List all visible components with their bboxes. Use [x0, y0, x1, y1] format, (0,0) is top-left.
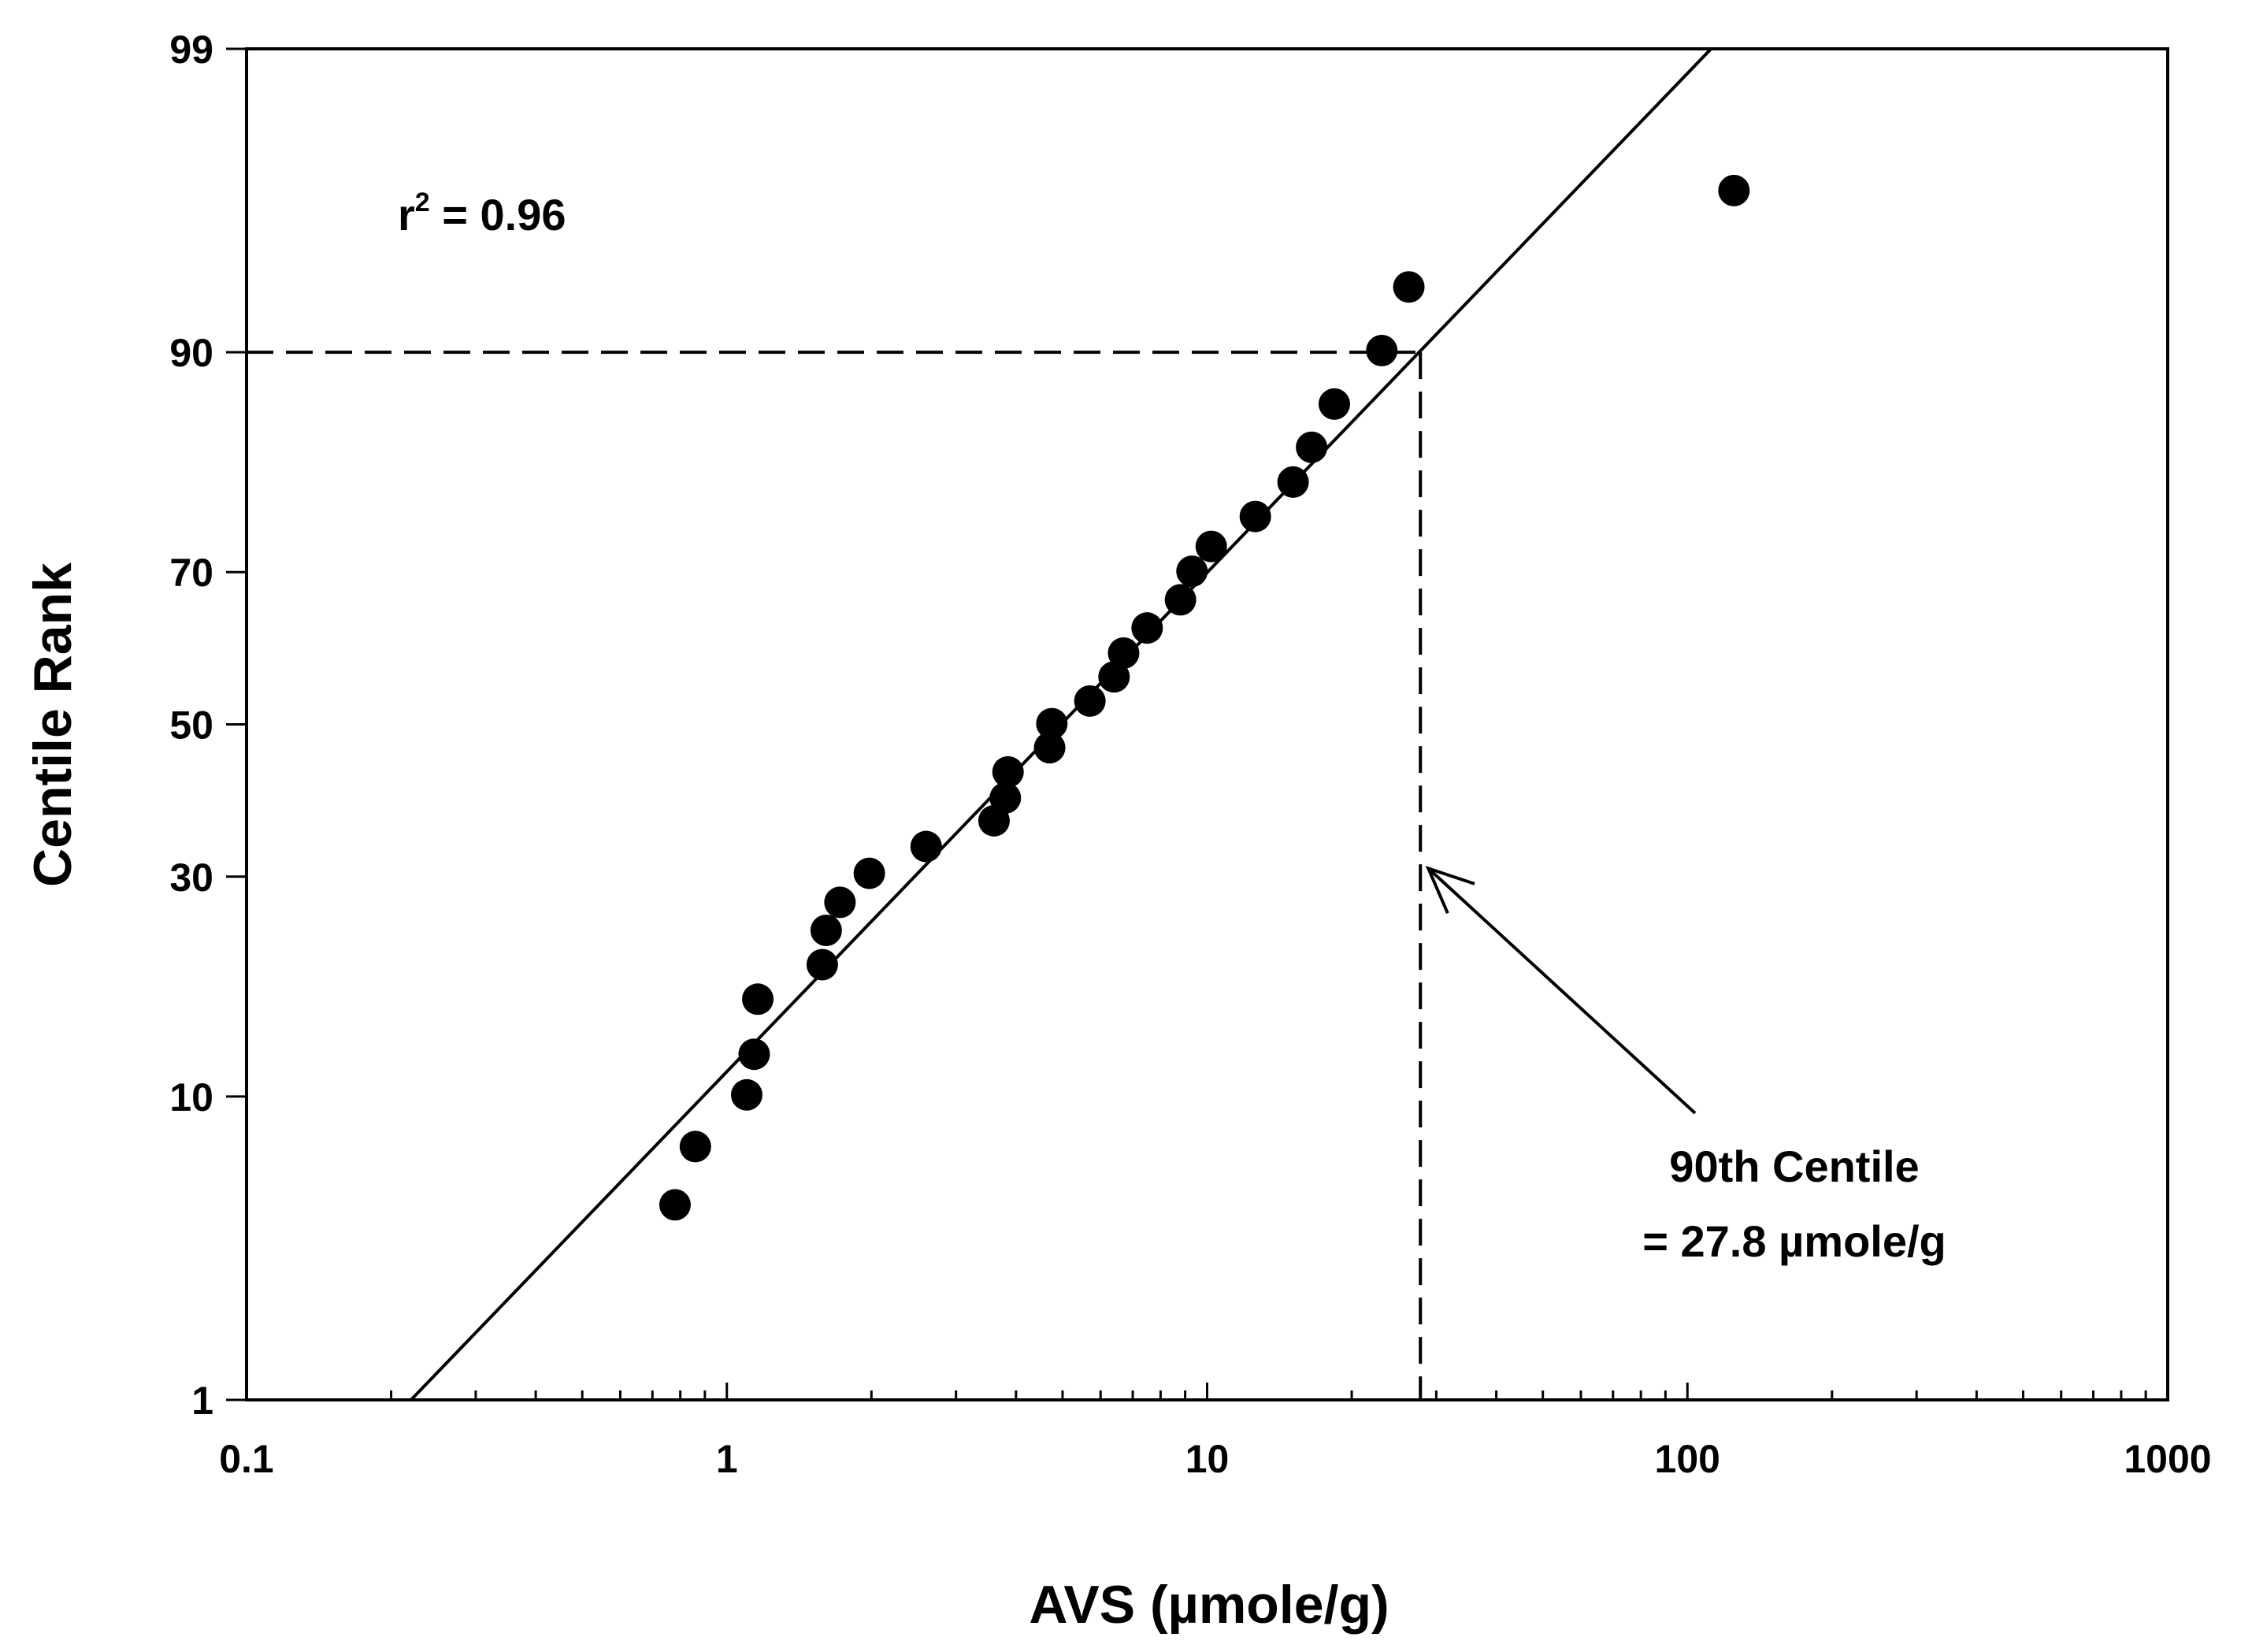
data-point	[1164, 584, 1196, 616]
y-tick-label: 10	[169, 1075, 213, 1119]
data-point	[992, 755, 1024, 788]
x-axis-label: AVS (µmole/g)	[1029, 1575, 1389, 1635]
y-tick-label: 90	[169, 331, 213, 375]
y-tick-label: 50	[169, 703, 213, 748]
annotation-arrow-group	[1425, 865, 1697, 1115]
data-point	[824, 886, 856, 919]
data-point	[806, 949, 838, 981]
data-point	[679, 1130, 711, 1163]
r-squared-superscript: 2	[415, 187, 430, 217]
y-tick-label: 99	[169, 28, 213, 72]
data-point	[989, 781, 1022, 814]
data-point	[1033, 732, 1066, 764]
data-point	[853, 857, 885, 889]
x-tick-label: 0.1	[219, 1437, 274, 1481]
data-point	[659, 1189, 691, 1221]
x-tick-labels: 0.1 1 10 100 1000	[219, 1437, 2211, 1481]
y-axis-label: Centile Rank	[23, 562, 83, 887]
data-point	[1036, 707, 1068, 740]
y-tick-labels: 1 10 30 50 70 90 99	[169, 28, 213, 1423]
data-point	[1393, 271, 1425, 303]
data-point	[730, 1078, 762, 1111]
reference-lines-group	[247, 351, 1423, 1400]
data-point	[1098, 661, 1130, 693]
x-tick-label: 100	[1655, 1437, 1720, 1481]
plot-area-frame	[245, 47, 2169, 1401]
data-point	[1366, 335, 1398, 367]
data-point	[738, 1038, 770, 1071]
data-point	[1718, 174, 1750, 206]
data-point	[1239, 500, 1271, 533]
annotation-arrow-shaft	[1427, 867, 1697, 1115]
data-point	[1131, 612, 1163, 644]
annotation-arrow-head	[1425, 865, 1475, 914]
y-tick-label: 70	[169, 551, 213, 595]
r-squared-value: = 0.96	[430, 190, 566, 239]
data-point	[1176, 555, 1208, 588]
data-point	[1107, 637, 1140, 669]
data-point	[1296, 431, 1328, 463]
data-points-group	[659, 174, 1750, 1221]
data-point	[1277, 466, 1309, 498]
data-point	[1074, 685, 1106, 717]
r-squared-symbol: r	[398, 190, 415, 239]
r-squared-annotation: r2 = 0.96	[398, 187, 566, 239]
data-point	[742, 983, 774, 1015]
centile-annotation-line2: = 27.8 µmole/g	[1642, 1216, 1946, 1266]
y-tick-label: 30	[169, 856, 213, 900]
x-tick-label: 1000	[2124, 1437, 2211, 1481]
data-point	[810, 915, 842, 947]
centile-annotation-line1: 90th Centile	[1669, 1142, 1919, 1191]
x-tick-label: 10	[1185, 1437, 1230, 1481]
x-tick-label: 1	[716, 1437, 738, 1481]
y-tick-label: 1	[191, 1379, 213, 1423]
data-point	[1318, 388, 1350, 420]
data-point	[910, 830, 942, 863]
axis-ticks-group	[226, 47, 2169, 1401]
data-point	[1195, 530, 1227, 562]
